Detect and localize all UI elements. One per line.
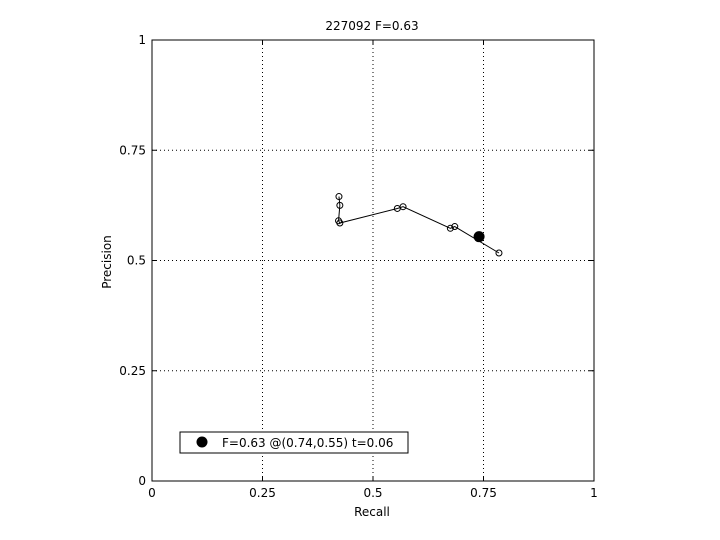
x-tick-label: 0.75 [470, 486, 497, 500]
data-point [336, 219, 344, 227]
tick-layer: 0 0.25 0.5 0.75 1 0 0.25 0.5 0.75 1 [119, 33, 598, 500]
y-tick-label: 1 [138, 33, 146, 47]
data-point [495, 249, 503, 257]
legend-box [179, 431, 409, 454]
y-tick-label: 0 [138, 474, 146, 488]
y-axis-label: Precision [100, 235, 114, 289]
data-point [446, 224, 454, 232]
x-tick-label: 0.5 [363, 486, 382, 500]
y-tick-label: 0.25 [119, 364, 146, 378]
data-point [399, 203, 407, 211]
best-point [473, 231, 485, 243]
legend: F=0.63 @(0.74,0.55) t=0.06 [179, 431, 409, 454]
x-tick-label: 1 [590, 486, 598, 500]
legend-marker [196, 436, 208, 448]
x-tick-label: 0 [148, 486, 156, 500]
data-point [335, 193, 343, 201]
x-axis-label: Recall [354, 505, 390, 519]
legend-label: F=0.63 @(0.74,0.55) t=0.06 [222, 436, 393, 450]
data-point [336, 201, 344, 209]
grid [152, 40, 594, 481]
y-tick-label: 0.5 [127, 254, 146, 268]
series-layer [335, 193, 503, 257]
y-tick-label: 0.75 [119, 143, 146, 157]
data-point [451, 223, 459, 231]
chart-title: 227092 F=0.63 [325, 19, 418, 33]
x-tick-label: 0.25 [249, 486, 276, 500]
